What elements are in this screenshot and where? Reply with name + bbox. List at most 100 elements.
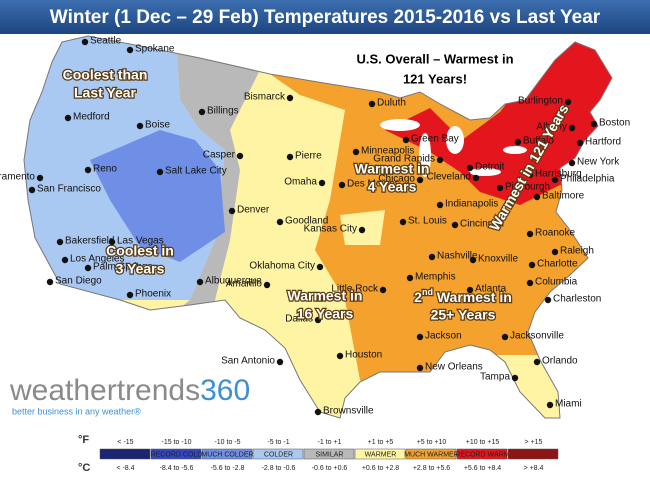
city-label: Phoenix (135, 289, 171, 300)
city-label: Little Rock (331, 284, 379, 295)
legend-swatch (303, 448, 355, 460)
city-label: Nashville (437, 251, 478, 262)
city-dot (564, 98, 572, 106)
city-label: Memphis (415, 272, 456, 283)
city-dot (198, 108, 206, 116)
fahrenheit-range: > +15 (525, 439, 543, 446)
celsius-range: +0.6 to +2.8 (362, 465, 399, 472)
annotation: 3 Years (116, 261, 165, 277)
city-label: Columbia (535, 277, 578, 288)
city-label: San Antonio (221, 356, 275, 367)
city-dot (136, 122, 144, 130)
city-dot (511, 374, 519, 382)
annotation: Warmest in (288, 288, 363, 304)
city-label: Green Bay (411, 134, 459, 145)
region-much-colder (90, 130, 225, 262)
annotation-superscript: nd (422, 287, 433, 297)
city-dot (451, 221, 459, 229)
city-label: Des Moines (347, 179, 400, 190)
city-label: Baltimore (542, 191, 585, 202)
city-dot (436, 156, 444, 164)
city-dot (46, 278, 54, 286)
lake (503, 146, 527, 154)
annotation: Coolest in (106, 243, 174, 259)
city-dot (399, 218, 407, 226)
city-label: Spokane (135, 44, 175, 55)
fahrenheit-range: < -15 (117, 439, 133, 446)
city-label: Minneapolis (361, 146, 414, 157)
legend-swatch (252, 448, 304, 460)
city-label: Cincinnati (460, 219, 504, 230)
annotation: Last Year (74, 85, 137, 101)
city-label: Houston (345, 350, 382, 361)
city-label: Harrisburg (535, 169, 582, 180)
celsius-range: -8.4 to -5.6 (160, 465, 194, 472)
city-label: Orlando (542, 356, 578, 367)
city-label: Hartford (585, 137, 621, 148)
city-label: Atlanta (475, 284, 507, 295)
city-label: Medford (73, 112, 110, 123)
city-label: Casper (203, 150, 236, 161)
city-label: Raleigh (560, 246, 594, 257)
celsius-range: -2.8 to -0.6 (262, 465, 296, 472)
city-dot (84, 264, 92, 272)
logo-name: weathertrends (9, 374, 200, 407)
city-label: Tampa (480, 372, 510, 383)
city-label: Denver (237, 205, 270, 216)
city-dot (526, 171, 534, 179)
unit-c: °C (78, 462, 90, 474)
city-dot (402, 136, 410, 144)
city-label: Bismarck (244, 92, 286, 103)
city-label: Dallas (285, 314, 313, 325)
city-dot (108, 238, 116, 246)
city-dot (314, 316, 322, 324)
legend-swatch (99, 448, 151, 460)
city-label: Roanoke (535, 228, 575, 239)
annotation: 4 Years (368, 179, 417, 195)
city-label: Amarillo (226, 279, 263, 290)
region-similar (165, 36, 260, 320)
city-dot (379, 286, 387, 294)
city-dot (466, 164, 474, 172)
city-dot (533, 358, 541, 366)
city-label: Boise (145, 120, 170, 131)
city-label: San Francisco (37, 184, 101, 195)
city-dot (544, 296, 552, 304)
city-dot (64, 114, 72, 122)
city-label: Charleston (553, 294, 601, 305)
fahrenheit-range: -1 to +1 (318, 439, 342, 446)
city-dot (416, 364, 424, 372)
celsius-range: -0.6 to +0.6 (312, 465, 348, 472)
city-dot (533, 193, 541, 201)
legend-label: MUCH COLDER (201, 451, 253, 458)
legend-label: RECORD COLD (151, 451, 203, 458)
city-dot (406, 274, 414, 282)
city-dot (568, 124, 576, 132)
city-dot (318, 179, 326, 187)
city-label: Seattle (90, 36, 122, 47)
city-label: Philadelphia (560, 174, 615, 185)
city-label: Reno (93, 164, 117, 175)
logo-number: 360 (200, 374, 250, 407)
city-dot (436, 201, 444, 209)
city-dot (61, 256, 69, 264)
city-label: Grand Rapids (373, 154, 435, 165)
annotation: 2nd Warmest in (414, 287, 512, 304)
legend-swatch (201, 448, 253, 460)
city-dot (336, 352, 344, 360)
city-label: Billings (207, 106, 239, 117)
city-dot (338, 181, 346, 189)
city-dot (196, 278, 204, 286)
city-label: Jackson (425, 331, 462, 342)
city-label: Boston (599, 118, 630, 129)
city-label: New York (577, 157, 620, 168)
title: Winter (1 Dec – 29 Feb) Temperatures 201… (50, 7, 601, 28)
city-label: San Diego (55, 276, 102, 287)
city-label: Pierre (295, 151, 322, 162)
legend-label: MUCH WARMER (404, 451, 459, 458)
city-dot (514, 138, 522, 146)
city-label: Oklahoma City (249, 261, 315, 272)
city-label: Brownsville (323, 406, 374, 417)
city-dot (590, 120, 598, 128)
fahrenheit-range: +10 to +15 (466, 439, 500, 446)
